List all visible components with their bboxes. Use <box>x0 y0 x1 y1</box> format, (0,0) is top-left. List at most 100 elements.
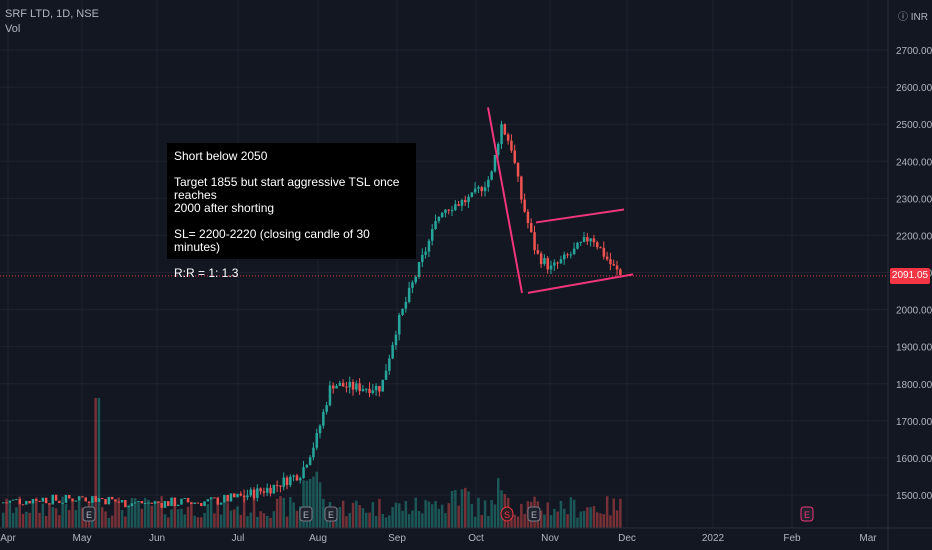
volume-bar <box>520 503 523 528</box>
volume-bar <box>262 513 266 528</box>
candle-body <box>332 385 335 389</box>
candle-body <box>61 502 64 504</box>
time-tick-label: Sep <box>388 533 406 544</box>
candle-body <box>497 143 500 155</box>
candle-body <box>477 187 480 189</box>
candle-body <box>549 265 553 270</box>
candle-body <box>440 212 444 218</box>
volume-bar <box>315 471 318 528</box>
candle-body <box>167 501 170 507</box>
candle-body <box>120 500 124 503</box>
volume-bar <box>599 513 602 528</box>
time-tick-label: Dec <box>618 533 636 544</box>
candle-body <box>54 494 58 501</box>
candle-body <box>447 209 450 211</box>
volume-bar <box>500 490 503 528</box>
volume-bar <box>417 511 421 528</box>
volume-bar <box>414 497 417 528</box>
candle-body <box>160 502 163 508</box>
volume-bar <box>546 502 549 528</box>
volume-bar <box>427 501 431 528</box>
volume-bar <box>200 517 203 528</box>
volume-bar <box>5 498 8 528</box>
candle-body <box>87 501 91 503</box>
volume-bar <box>384 517 388 528</box>
volume-bar <box>35 497 38 528</box>
volume-bar <box>239 514 243 528</box>
candle-body <box>299 478 302 481</box>
candle-body <box>582 237 586 242</box>
volume-bar <box>322 498 325 528</box>
candle-body <box>41 497 45 502</box>
volume-bar <box>605 496 609 528</box>
volume-bar <box>223 502 226 528</box>
candle-body <box>589 238 592 242</box>
candle-body <box>378 385 381 392</box>
candle-body <box>97 498 101 502</box>
volume-bar <box>163 514 167 528</box>
volume-bar <box>371 502 375 528</box>
candle-body <box>421 254 424 263</box>
candle-body <box>315 433 318 448</box>
volume-bar <box>460 489 464 528</box>
candle-body <box>553 262 556 266</box>
candle-body <box>117 501 120 503</box>
candle-body <box>543 258 546 265</box>
volume-bar <box>41 503 45 528</box>
candle-body <box>480 187 483 192</box>
volume-bar <box>440 504 444 528</box>
volume-bar <box>523 513 526 528</box>
volume-bar <box>209 497 213 528</box>
last-price-tag: 2091.05 <box>890 268 930 284</box>
volume-bar <box>615 510 619 528</box>
candle-body <box>35 498 38 501</box>
volume-bar <box>229 510 233 528</box>
volume-bar <box>351 502 355 528</box>
volume-bar <box>71 501 74 528</box>
time-tick-label: Oct <box>468 533 484 544</box>
candle-body <box>374 385 378 391</box>
event-marker-label: S <box>504 510 510 520</box>
volume-bar <box>150 505 153 528</box>
candle-body <box>147 502 150 504</box>
trend-line <box>487 107 523 294</box>
time-tick-label: Feb <box>783 533 801 544</box>
volume-bar <box>31 500 35 528</box>
candle-body <box>246 495 249 498</box>
candle-body <box>302 467 305 479</box>
volume-bar <box>226 502 229 528</box>
volume-bar <box>180 508 183 528</box>
volume-bar <box>566 514 569 528</box>
volume-bar <box>602 514 606 528</box>
candle-body <box>566 254 569 256</box>
candle-body <box>256 488 259 498</box>
candle-body <box>190 502 193 505</box>
event-marker-label: E <box>531 510 537 520</box>
candle-body <box>269 487 272 494</box>
volume-bar <box>279 496 282 528</box>
volume-bar <box>421 513 424 528</box>
candle-body <box>31 498 35 504</box>
candle-body <box>91 496 94 503</box>
volume-bar <box>249 512 252 528</box>
candle-body <box>572 248 576 255</box>
candle-body <box>605 256 609 260</box>
candle-body <box>569 254 573 256</box>
candle-body <box>407 287 411 302</box>
volume-bar <box>272 511 276 528</box>
candle-body <box>388 358 391 371</box>
volume-bar <box>302 480 305 528</box>
price-tick-label: 1500.00 <box>896 491 932 502</box>
candle-body <box>563 254 566 260</box>
volume-bar <box>44 516 48 528</box>
candle-body <box>219 502 223 505</box>
candle-body <box>348 381 351 388</box>
candle-body <box>58 500 61 504</box>
trade-note[interactable]: Short below 2050 Target 1855 but start a… <box>167 143 416 280</box>
volume-bar <box>318 482 322 528</box>
event-marker <box>800 506 814 522</box>
candle-body <box>513 150 516 163</box>
candle-body <box>602 247 606 257</box>
volume-bar <box>246 516 249 528</box>
